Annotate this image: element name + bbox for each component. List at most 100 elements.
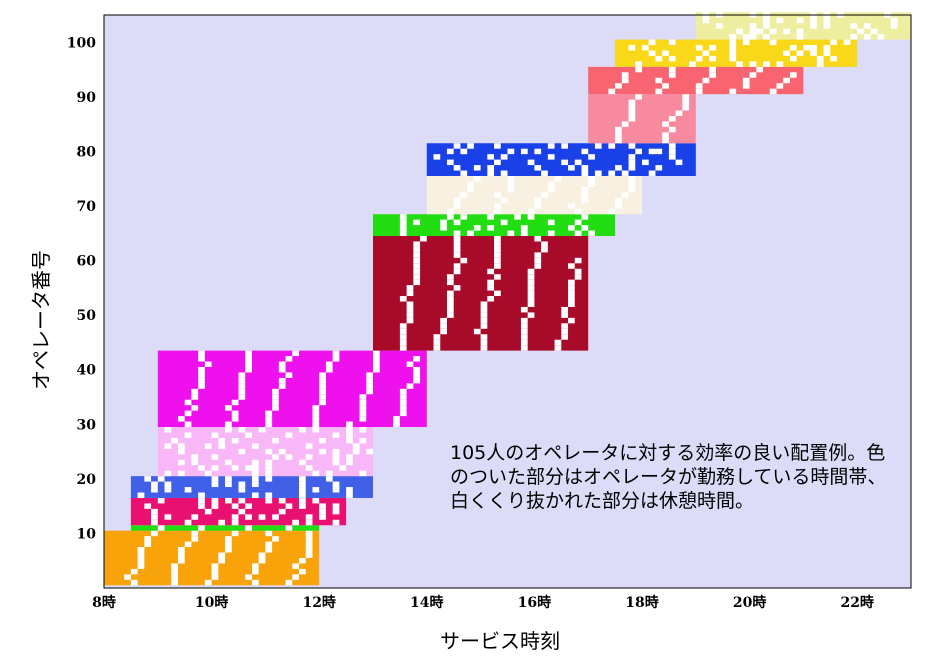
break-cell: [292, 350, 300, 357]
break-cell: [325, 361, 333, 367]
shift-block: [695, 12, 911, 40]
break-cell: [366, 383, 373, 389]
break-cell: [211, 481, 219, 488]
break-cell: [769, 39, 777, 46]
break-cell: [581, 186, 589, 193]
break-cell: [568, 263, 575, 269]
break-cell: [265, 476, 273, 482]
break-cell: [823, 45, 831, 51]
break-cell: [453, 165, 461, 171]
break-cell: [157, 476, 165, 482]
break-cell: [440, 219, 447, 226]
break-cell: [406, 290, 414, 297]
break-cell: [164, 481, 172, 488]
break-cell: [399, 230, 407, 237]
break-cell: [487, 296, 495, 302]
break-cell: [218, 437, 226, 444]
break-cell: [231, 519, 239, 526]
break-cell: [413, 274, 421, 280]
break-cell: [648, 39, 656, 46]
break-cell: [305, 514, 313, 520]
break-cell: [494, 274, 501, 280]
break-cell: [231, 503, 239, 509]
break-cell: [520, 230, 528, 237]
break-cell: [164, 427, 172, 433]
break-cell: [494, 236, 501, 242]
break-cell: [527, 159, 535, 166]
break-cell: [494, 203, 501, 209]
break-cell: [810, 17, 817, 24]
break-cell: [467, 230, 474, 237]
shift-block: [157, 427, 373, 477]
break-cell: [177, 448, 185, 455]
break-cell: [561, 306, 569, 313]
break-cell: [272, 399, 279, 406]
break-cell: [796, 17, 804, 24]
break-cell: [621, 72, 629, 78]
x-tick-label: 18時: [625, 594, 658, 611]
break-cell: [446, 148, 454, 155]
break-cell: [655, 77, 663, 84]
break-cell: [534, 263, 542, 269]
break-cell: [204, 361, 212, 367]
break-cell: [487, 214, 495, 220]
break-cell: [171, 574, 178, 580]
break-cell: [413, 372, 421, 378]
break-cell: [709, 45, 716, 51]
break-cell: [144, 503, 152, 509]
break-cell: [399, 399, 407, 406]
x-tick-label: 22時: [840, 594, 873, 611]
break-cell: [588, 154, 595, 160]
break-cell: [890, 23, 898, 29]
break-cell: [151, 487, 158, 493]
shift-block: [130, 476, 373, 498]
break-cell: [312, 470, 320, 477]
break-cell: [480, 306, 488, 313]
break-cell: [763, 17, 770, 24]
break-cell: [137, 563, 145, 569]
break-cell: [742, 34, 750, 40]
break-cell: [299, 568, 306, 575]
break-cell: [319, 508, 326, 515]
break-cell: [359, 405, 367, 411]
break-cell: [238, 394, 246, 400]
break-cell: [251, 563, 259, 569]
break-cell: [191, 394, 199, 400]
break-cell: [177, 557, 185, 564]
break-cell: [453, 252, 461, 258]
break-cell: [177, 552, 185, 558]
break-cell: [225, 427, 232, 433]
break-cell: [359, 394, 367, 400]
break-cell: [628, 165, 636, 171]
break-cell: [494, 143, 501, 149]
break-cell: [373, 350, 380, 357]
break-cell: [332, 503, 340, 509]
break-cell: [332, 459, 340, 466]
break-cell: [494, 252, 501, 258]
break-cell: [520, 225, 528, 231]
break-cell: [581, 197, 589, 204]
break-cell: [399, 410, 407, 417]
shift-block: [130, 497, 347, 526]
break-cell: [171, 579, 178, 586]
break-cell: [413, 219, 421, 226]
break-cell: [319, 448, 326, 455]
break-cell: [292, 563, 300, 569]
break-cell: [332, 454, 340, 460]
break-cell: [305, 552, 313, 558]
break-cell: [749, 23, 757, 29]
break-cell: [204, 579, 212, 586]
break-cell: [749, 61, 757, 67]
break-cell: [789, 45, 797, 51]
break-cell: [251, 465, 259, 471]
break-cell: [171, 563, 178, 569]
break-cell: [480, 301, 488, 307]
y-tick-label: 40: [77, 363, 97, 379]
break-cell: [285, 454, 293, 460]
break-cell: [245, 356, 252, 362]
break-cell: [225, 547, 232, 553]
break-cell: [507, 175, 515, 182]
break-cell: [446, 296, 454, 302]
break-cell: [151, 519, 158, 526]
break-cell: [534, 203, 542, 209]
